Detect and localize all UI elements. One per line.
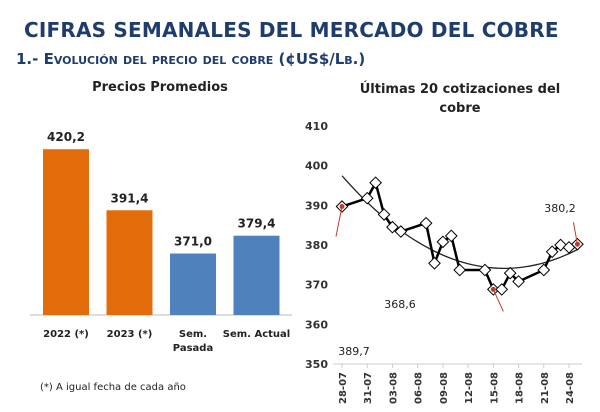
y-tick-label: 410 (305, 120, 328, 133)
data-point (503, 266, 517, 280)
data-point (545, 245, 559, 259)
x-tick-label: 18-08 (515, 372, 526, 404)
bar-category-label: Pasada (173, 343, 213, 354)
annotation-pointer (492, 289, 504, 312)
annotation-marker (490, 286, 496, 292)
bar (233, 235, 280, 315)
annotation-pointer (335, 206, 343, 237)
x-tick-label: 31-07 (363, 372, 374, 404)
x-tick-label: 03-08 (388, 372, 399, 404)
data-point (478, 263, 492, 277)
data-point (428, 256, 441, 270)
data-point (495, 283, 509, 296)
data-point (537, 263, 551, 277)
bar-value-label: 420,2 (47, 130, 85, 144)
x-tick-label: 06-08 (414, 372, 425, 404)
annotation-marker (574, 241, 580, 247)
x-tick-label: 21-08 (540, 372, 551, 404)
bar-value-label: 379,4 (238, 217, 276, 231)
bar-category-label: 2022 (*) (43, 329, 89, 340)
y-tick-label: 400 (305, 160, 328, 173)
bar-category-label: Sem. (179, 329, 207, 340)
x-tick-label: 12-08 (464, 372, 475, 404)
data-point (419, 216, 433, 230)
data-point (444, 229, 458, 243)
footnote: (*) A igual fecha de cada año (40, 382, 186, 393)
x-tick-label: 15-08 (489, 372, 500, 404)
bar-value-label: 391,4 (111, 191, 149, 205)
bar-category-label: Sem. Actual (223, 329, 290, 340)
line-chart-title: Últimas 20 cotizaciones del cobre (359, 82, 561, 116)
bar-chart-title: Precios Promedios (92, 80, 228, 95)
data-point (436, 235, 450, 249)
x-tick-label: 09-08 (439, 372, 450, 404)
data-point (369, 176, 382, 190)
y-tick-label: 390 (305, 199, 328, 212)
annotation-marker (339, 204, 345, 210)
data-point (394, 225, 408, 238)
x-tick-label: 24-08 (565, 372, 576, 404)
data-point (360, 191, 374, 205)
y-tick-label: 350 (305, 358, 328, 371)
x-tick-label: 28-07 (338, 372, 349, 404)
bar (43, 149, 89, 315)
page-title: CIFRAS SEMANALES DEL MERCADO DEL COBRE (24, 18, 559, 42)
bar (170, 253, 216, 315)
data-point (512, 275, 525, 288)
data-point (377, 208, 391, 221)
annotation-pointer (572, 222, 578, 245)
annotation-label: 380,2 (544, 202, 576, 215)
section-title: 1.- Evolución del precio del cobre (¢US$… (16, 50, 366, 68)
bar-value-label: 371,0 (174, 235, 212, 249)
y-tick-label: 360 (305, 318, 328, 331)
y-tick-label: 380 (305, 239, 328, 252)
bar (106, 210, 153, 315)
annotation-label: 389,7 (338, 345, 370, 358)
data-point (453, 263, 467, 277)
bar-category-label: 2023 (*) (107, 329, 153, 340)
annotation-label: 368,6 (384, 298, 416, 311)
y-tick-label: 370 (305, 279, 328, 292)
data-point (386, 220, 399, 234)
